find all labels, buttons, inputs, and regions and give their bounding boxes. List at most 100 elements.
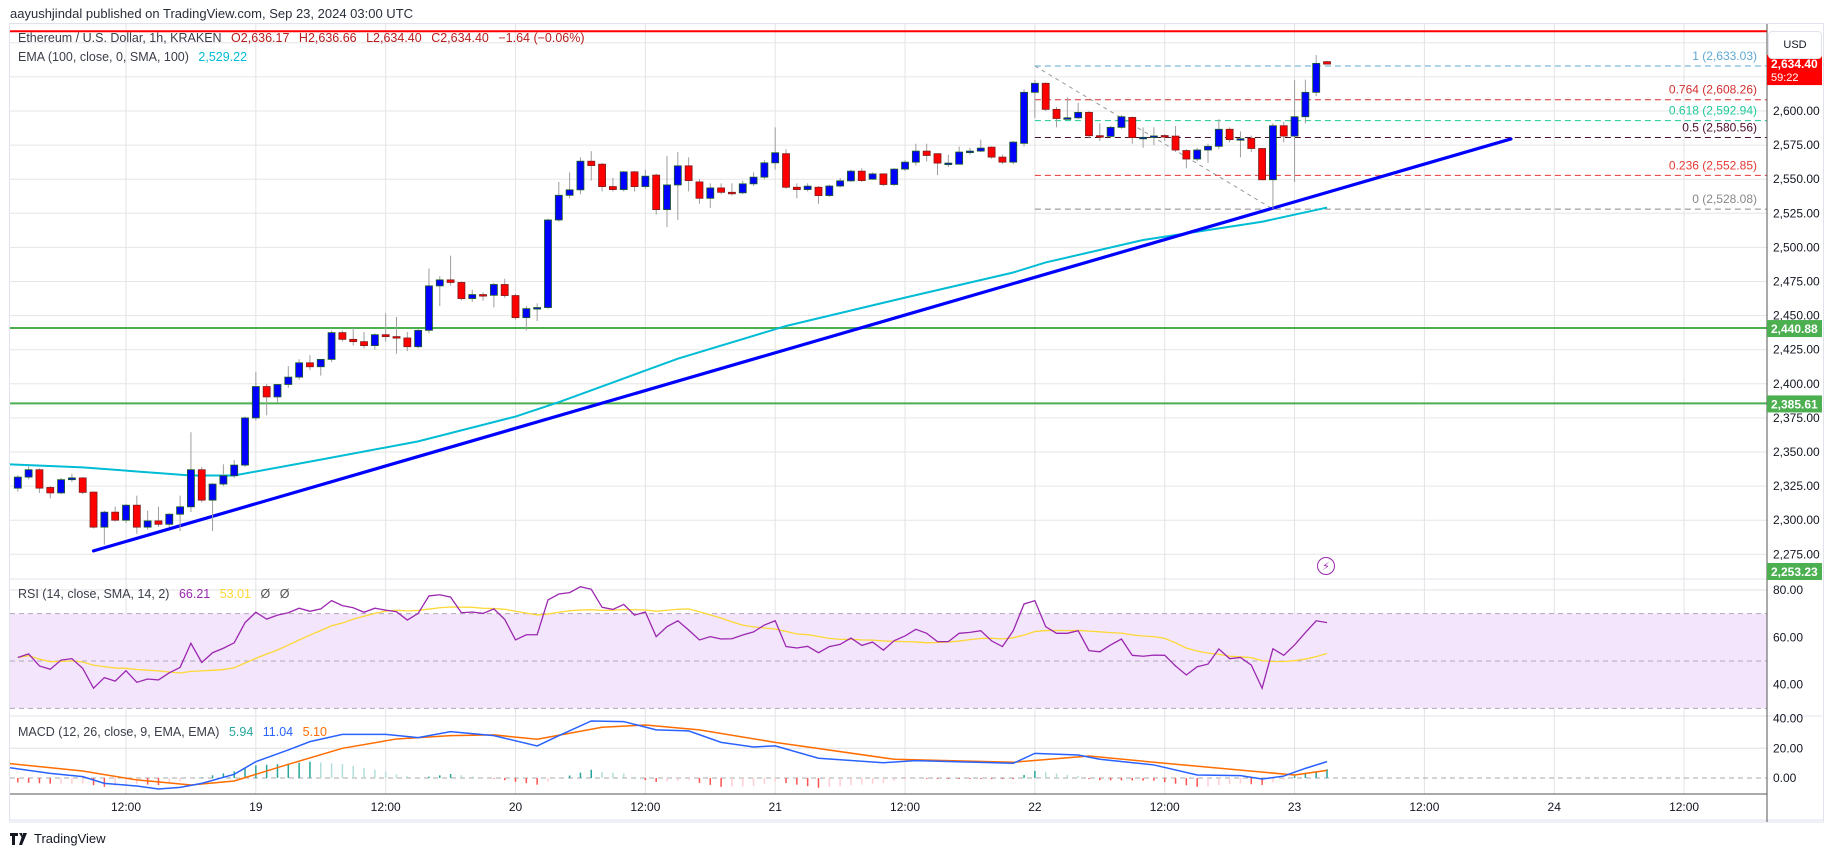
candle-body	[1204, 145, 1212, 151]
candle	[370, 333, 379, 350]
candle	[132, 495, 141, 534]
macd-signal-line	[10, 724, 1328, 786]
rsi-legend[interactable]: RSI (14, close, SMA, 14, 2) 66.21 53.01 …	[18, 587, 295, 601]
candle-body	[738, 183, 747, 194]
fib-paren: (	[1702, 192, 1706, 206]
candle-body	[554, 194, 563, 221]
candle-body	[598, 163, 606, 187]
candle-body	[338, 332, 347, 340]
candle	[403, 331, 412, 352]
candle-body	[673, 165, 682, 186]
candle	[68, 473, 76, 483]
candle	[1085, 111, 1093, 139]
candle	[771, 127, 780, 170]
candle-body	[100, 511, 109, 528]
rsi-sma-value: 53.01	[219, 587, 251, 601]
candle	[78, 477, 87, 495]
candle-body	[836, 180, 845, 187]
countdown-timer: 59:22	[1771, 72, 1799, 84]
ema-legend[interactable]: EMA (100, close, 0, SMA, 100) 2,529.22	[18, 50, 253, 64]
lightning-event-icon[interactable]: ⚡	[1317, 557, 1335, 575]
candle-body	[976, 147, 985, 152]
candle	[1204, 143, 1212, 163]
candle-body	[1041, 82, 1050, 110]
candle	[230, 460, 239, 478]
price-tick-label: 2,400.00	[1773, 377, 1820, 391]
macd-legend[interactable]: MACD (12, 26, close, 9, EMA, EMA) 5.94 1…	[18, 725, 333, 739]
support-level-label: 2,385.61	[1767, 395, 1822, 413]
symbol-title[interactable]: Ethereum / U.S. Dollar, 1h, KRAKEN	[18, 31, 222, 45]
macd-line	[10, 720, 1328, 790]
candle-body	[792, 186, 801, 190]
candle-body	[933, 153, 942, 164]
candle-body	[922, 150, 931, 156]
candle-body	[825, 185, 834, 196]
candle	[251, 372, 260, 421]
candle	[1009, 141, 1018, 165]
tradingview-logo-icon	[10, 832, 27, 845]
candle-body	[78, 477, 87, 493]
candle	[262, 383, 271, 416]
candle-body	[111, 511, 120, 521]
candle	[673, 151, 682, 221]
candle-body	[327, 332, 336, 360]
brand-name: TradingView	[34, 831, 106, 846]
fib-paren: (	[1702, 121, 1706, 135]
candle-body	[576, 160, 585, 191]
rsi-value: 66.21	[178, 587, 211, 601]
candle	[479, 292, 487, 301]
candle-body	[587, 160, 596, 166]
price-tick-label: 2,425.00	[1773, 343, 1820, 357]
candle-body	[316, 358, 325, 368]
candle-body	[955, 151, 964, 165]
candle	[414, 329, 423, 349]
fib-paren: )	[1753, 158, 1757, 172]
candle-body	[370, 334, 379, 347]
price-tick-label: 2,525.00	[1773, 206, 1820, 220]
rsi-label: RSI (14, close, SMA, 14, 2)	[18, 587, 170, 601]
candle	[544, 218, 552, 309]
candle-body	[911, 150, 920, 163]
currency-button[interactable]: USD	[1768, 31, 1822, 59]
candle-body	[273, 384, 282, 398]
candle	[122, 503, 130, 523]
support-level-label: 2,440.88	[1767, 320, 1822, 338]
candle-body	[619, 171, 628, 190]
rsi-sma-line	[17, 606, 1328, 674]
candle	[165, 513, 174, 528]
candle	[760, 160, 769, 180]
candle-body	[1247, 137, 1256, 149]
price-tick-label: 2,475.00	[1773, 275, 1820, 289]
ema-label: EMA (100, close, 0, SMA, 100)	[18, 50, 189, 64]
candle-body	[500, 284, 509, 296]
candle	[1150, 127, 1158, 146]
candle-body	[1128, 117, 1137, 138]
candle	[587, 151, 596, 181]
candle-body	[782, 153, 790, 188]
candle	[1279, 121, 1288, 143]
fib-paren: )	[1753, 192, 1757, 206]
rsi-tick-label: 80.00	[1773, 583, 1803, 597]
fib-ratio: 1	[1692, 49, 1702, 63]
candle-body	[1279, 125, 1288, 137]
time-tick-label: 22	[1028, 800, 1042, 814]
candle	[24, 466, 33, 480]
candle	[89, 491, 98, 529]
time-tick-label: 21	[769, 800, 783, 814]
candle	[1312, 55, 1321, 96]
candle-body	[511, 295, 520, 319]
candle-body	[890, 168, 899, 185]
candle	[825, 184, 834, 197]
candle	[457, 281, 466, 301]
ema-value: 2,529.22	[198, 50, 248, 64]
time-tick-label: 12:00	[371, 800, 401, 814]
candle-body	[68, 477, 76, 481]
close-value: C2,634.40	[431, 31, 489, 45]
candle	[1193, 147, 1202, 162]
price-tick-label: 2,325.00	[1773, 479, 1820, 493]
fib-paren: )	[1753, 104, 1757, 118]
candle	[500, 278, 509, 298]
candle-body	[295, 362, 304, 378]
candle	[619, 171, 628, 192]
